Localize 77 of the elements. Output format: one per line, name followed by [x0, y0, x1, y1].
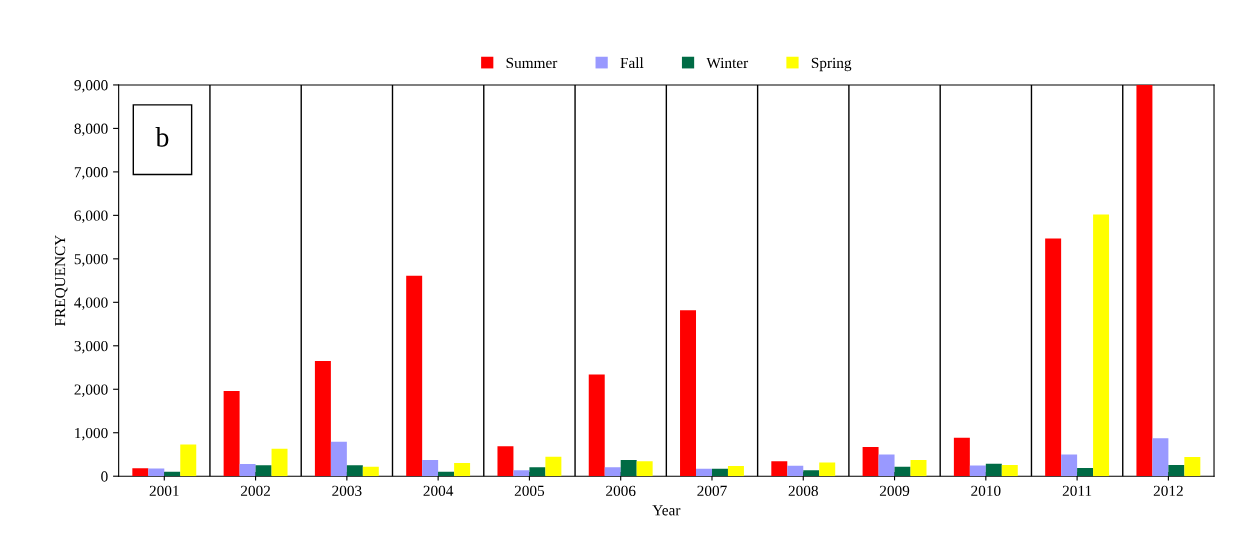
bar	[1061, 454, 1078, 477]
bar	[255, 465, 272, 477]
y-tick-label: 8,000	[74, 123, 108, 137]
bar	[1168, 464, 1185, 477]
bar	[862, 447, 879, 477]
bar	[164, 471, 181, 477]
y-tick-label: 0	[101, 471, 108, 482]
bar	[330, 441, 347, 477]
bar	[787, 465, 804, 477]
bar	[1152, 438, 1169, 477]
bar	[497, 446, 514, 477]
annotation: b	[155, 127, 169, 147]
legend-label: Winter	[706, 57, 749, 69]
bar	[406, 275, 423, 477]
bar	[454, 462, 471, 477]
bar	[771, 461, 788, 477]
x-tick-label: 2007	[697, 485, 727, 496]
bar	[1184, 457, 1201, 477]
bar	[239, 464, 256, 477]
y-axis-title: FREQUENCY	[54, 235, 68, 326]
x-tick-label: 2006	[606, 485, 636, 496]
y-tick-label: 3,000	[74, 340, 108, 354]
bar	[680, 310, 697, 477]
bar	[1077, 467, 1094, 477]
bar	[620, 459, 637, 477]
x-tick-label: 2001	[149, 485, 179, 496]
x-axis-title: Year	[652, 505, 681, 516]
bar	[604, 467, 621, 477]
bar	[696, 468, 712, 477]
bar	[422, 459, 439, 477]
bar	[438, 471, 455, 477]
bar	[132, 468, 149, 477]
y-tick-label: 1,000	[75, 427, 108, 441]
y-tick-label: 4,000	[74, 297, 108, 310]
bar	[1001, 464, 1018, 477]
bar	[819, 462, 836, 477]
bar	[271, 448, 288, 477]
bar	[636, 461, 653, 477]
y-tick-label: 7,000	[74, 167, 108, 180]
bar	[711, 468, 728, 477]
legend-label: Summer	[506, 57, 558, 69]
bar	[969, 465, 986, 477]
y-tick-label: 5,000	[74, 253, 108, 267]
bar	[1136, 84, 1153, 477]
bar	[878, 454, 895, 477]
bar	[180, 444, 197, 477]
x-tick-label: 2009	[879, 485, 910, 496]
bar	[1045, 238, 1062, 477]
x-tick-label: 2003	[332, 485, 362, 496]
x-tick-label: 2002	[240, 485, 271, 496]
bar	[803, 470, 820, 477]
x-tick-label: 2012	[1153, 485, 1183, 496]
x-tick-label: 2010	[971, 485, 1001, 496]
bar	[545, 456, 562, 477]
y-tick-label: 6,000	[74, 210, 108, 224]
bar	[314, 361, 331, 477]
bar	[727, 466, 744, 477]
x-tick-label: 2011	[1062, 485, 1092, 496]
bar	[513, 470, 530, 477]
bar	[953, 437, 970, 477]
bar	[588, 374, 605, 477]
bar	[148, 468, 165, 477]
x-tick-label: 2008	[788, 485, 818, 496]
legend-label: Fall	[620, 57, 644, 69]
bar	[529, 467, 546, 477]
bar	[346, 465, 363, 477]
y-tick-label: 9,000	[74, 80, 108, 93]
bar	[362, 466, 379, 477]
legend-label: Spring	[811, 57, 852, 72]
bar	[894, 466, 911, 477]
x-tick-label: 2005	[514, 485, 545, 496]
bar	[223, 391, 240, 477]
x-tick-label: 2004	[423, 485, 454, 496]
bar	[910, 459, 927, 477]
y-tick-label: 2,000	[74, 384, 108, 397]
bar	[1093, 214, 1110, 477]
bar	[985, 463, 1002, 477]
